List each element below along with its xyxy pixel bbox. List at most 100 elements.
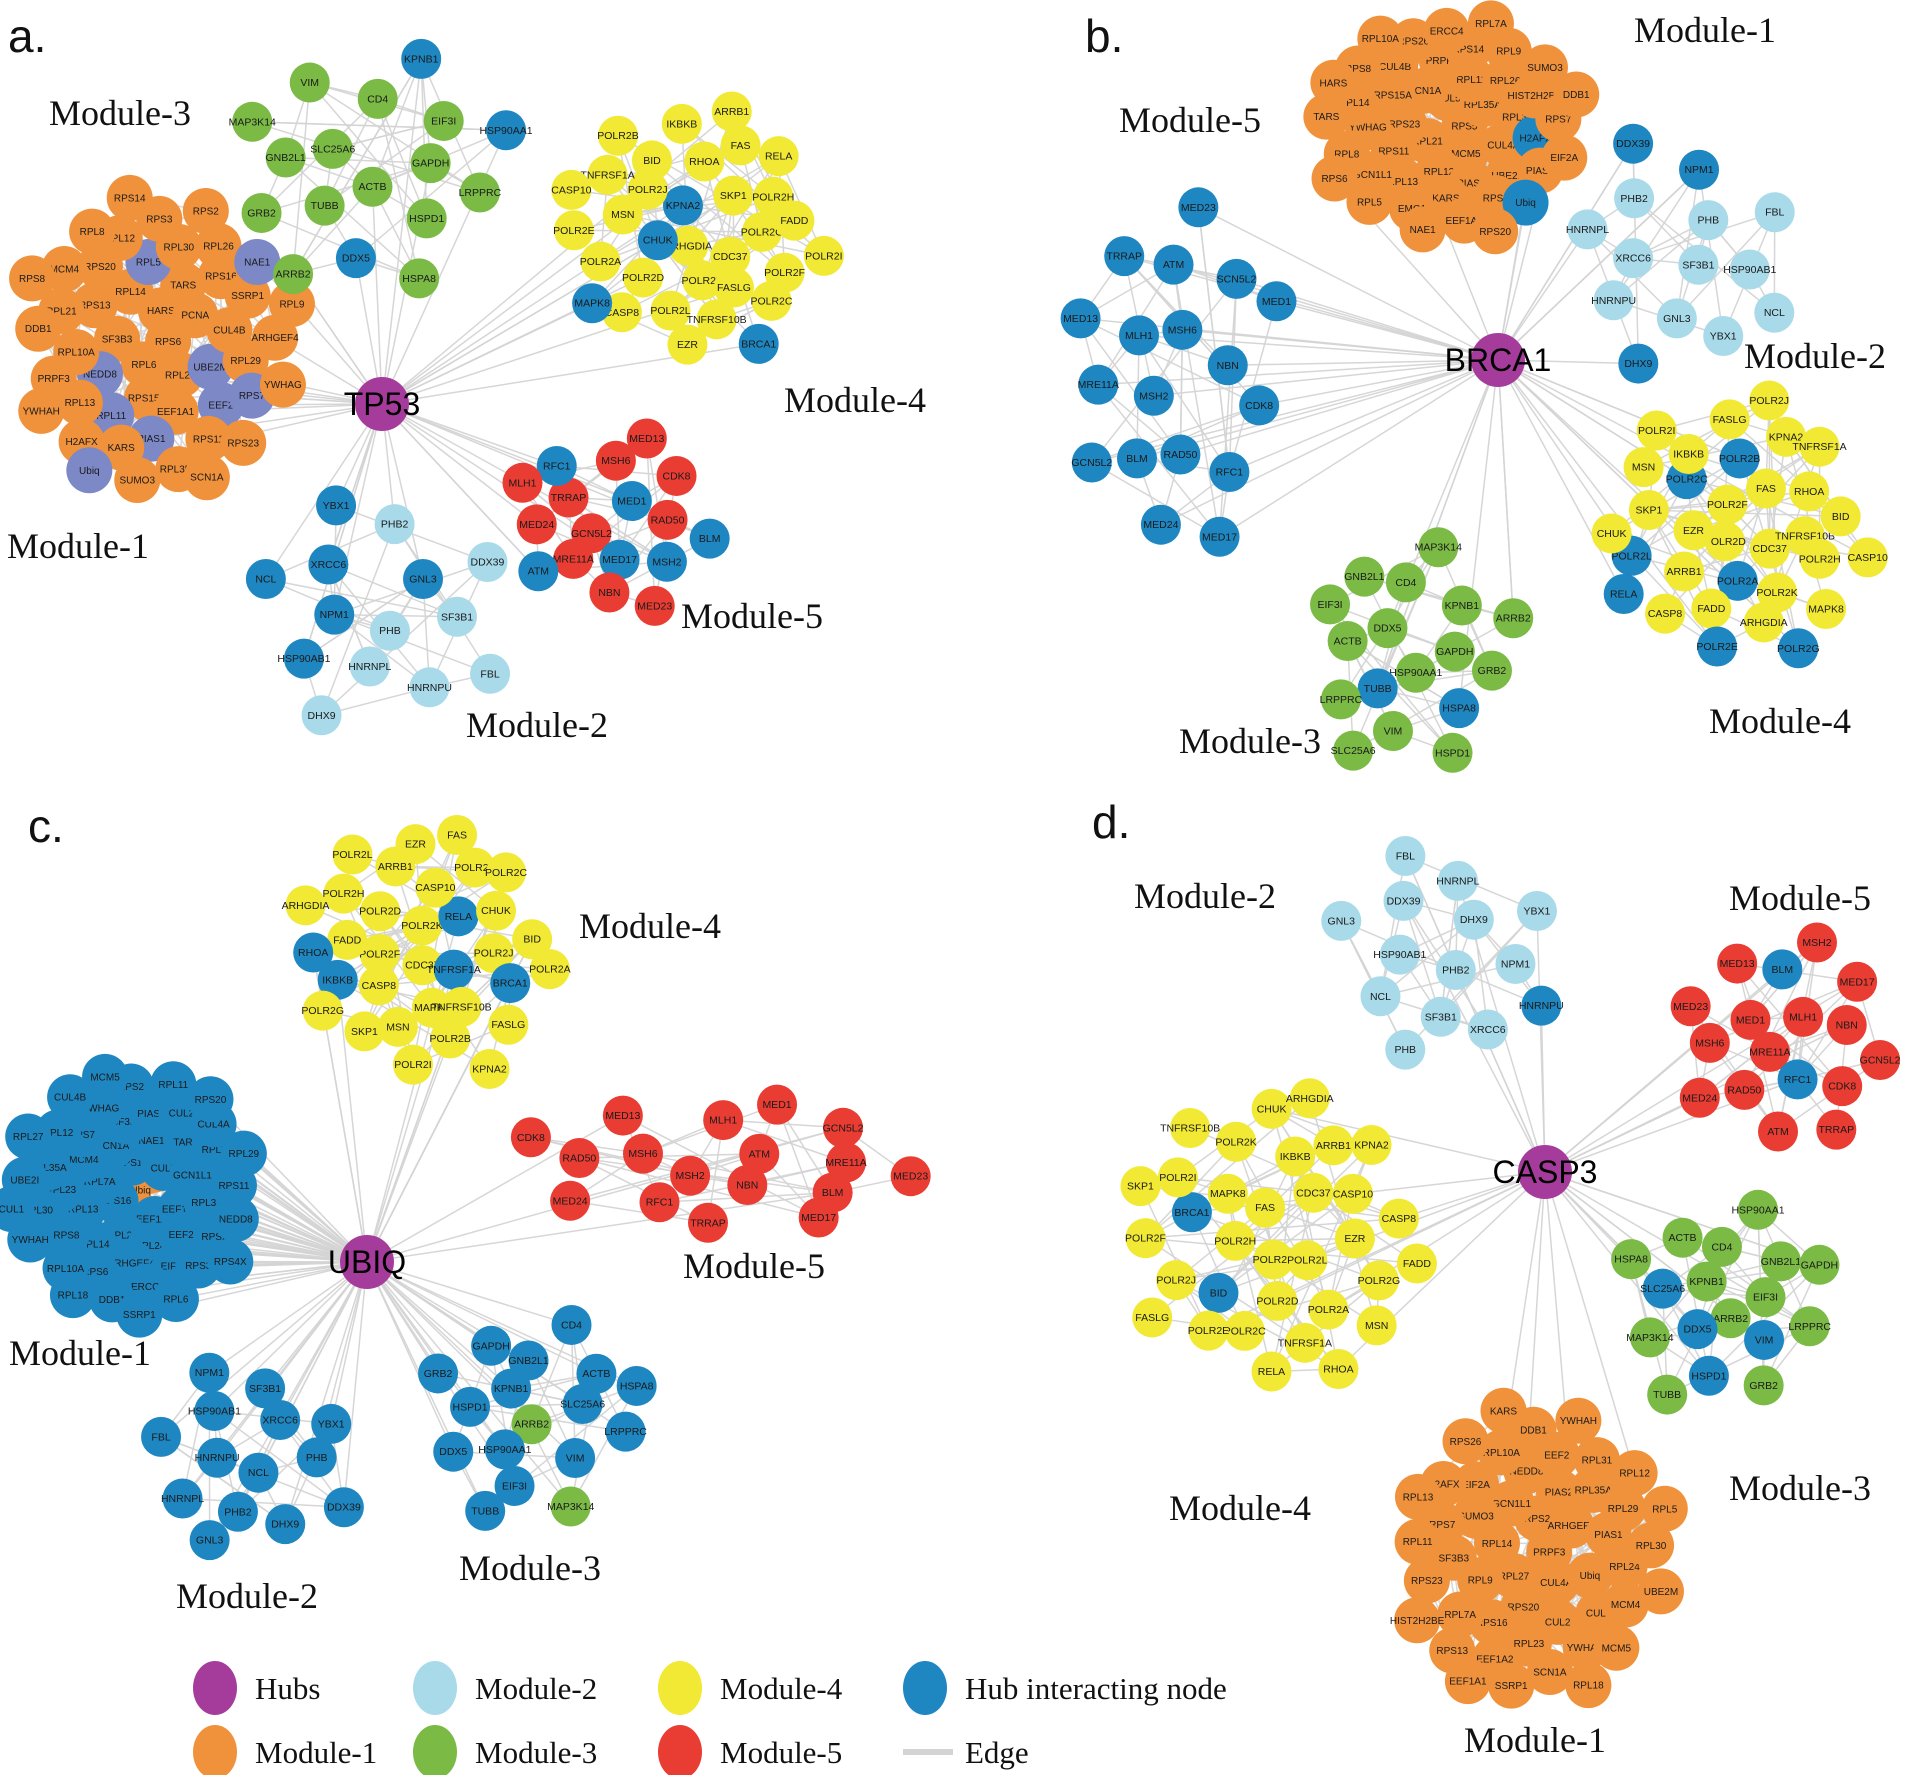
panel-letter: d. <box>1092 796 1130 848</box>
module-node <box>1156 1260 1197 1301</box>
module-node <box>751 280 792 321</box>
module-node <box>1724 1069 1765 1110</box>
module-node <box>1207 1173 1248 1214</box>
module-node <box>650 290 691 331</box>
legend-label: Module-1 <box>255 1735 377 1770</box>
hub-interacting-node <box>283 638 324 679</box>
module-node <box>1334 1218 1375 1259</box>
module-node <box>696 299 737 340</box>
module-node <box>1318 1349 1359 1390</box>
hub-label: CASP3 <box>1493 1154 1598 1190</box>
edge <box>1777 942 1818 1132</box>
module-node <box>260 1400 301 1441</box>
module-node <box>1754 292 1795 333</box>
hub-label: TP53 <box>344 386 420 422</box>
module-node <box>415 867 456 908</box>
hub-edge <box>381 58 422 405</box>
module-label: Module-5 <box>683 1246 825 1286</box>
module-node <box>273 254 314 295</box>
module-node <box>323 1487 364 1528</box>
hub-edge <box>1259 359 1499 407</box>
module-node <box>0 1186 35 1233</box>
edge <box>1613 219 1709 301</box>
module-node <box>1664 551 1705 592</box>
hub-interacting-node <box>1677 1309 1718 1350</box>
module-node <box>423 100 464 141</box>
hub-interacting-node <box>738 323 779 364</box>
hub-interacting-node <box>438 896 479 937</box>
module-node <box>1132 1297 1173 1338</box>
module-node <box>374 504 415 545</box>
module-node <box>49 1272 96 1319</box>
module-node <box>597 115 638 156</box>
edge <box>285 156 431 164</box>
module-node <box>1754 192 1795 233</box>
module-node <box>1837 961 1878 1002</box>
module-node <box>1060 298 1101 339</box>
module-node <box>1629 1317 1670 1358</box>
module-node <box>1133 375 1174 416</box>
module-node <box>1516 890 1557 931</box>
module-node <box>1668 433 1709 474</box>
module-node <box>234 238 281 285</box>
module-label: Module-1 <box>7 526 149 566</box>
hub-interacting-node <box>1642 1268 1683 1309</box>
hub-edge <box>381 110 733 405</box>
panel-d: PRPF3RPL27RPS2CUL4ARPL14ARHGEF4RPS20GCN1… <box>1092 796 1901 1760</box>
hub-interacting-node <box>490 963 531 1004</box>
module-node <box>69 208 116 255</box>
module-node <box>1432 732 1473 773</box>
hub-edge <box>1536 910 1546 1173</box>
module-node <box>1749 528 1790 569</box>
edge <box>1191 1211 1246 1332</box>
module-node <box>1691 588 1732 629</box>
module-node <box>1567 209 1608 250</box>
hub-edge <box>333 403 383 615</box>
module-node <box>311 1403 352 1444</box>
module-node <box>1275 1136 1316 1177</box>
edge <box>328 563 458 618</box>
module-node <box>395 824 436 865</box>
module-node <box>562 1384 603 1425</box>
edge <box>723 1119 844 1129</box>
hub-interacting-node <box>662 185 703 226</box>
edge <box>320 523 396 716</box>
edge <box>1091 278 1238 463</box>
module-node <box>1602 1581 1649 1628</box>
hub-edge <box>1198 206 1499 361</box>
module-node <box>639 1182 680 1223</box>
module-node <box>185 415 232 462</box>
module-node <box>1346 178 1393 225</box>
edge <box>1676 169 1700 319</box>
module-node <box>332 834 373 875</box>
edge <box>213 1410 345 1508</box>
hub-interacting-node <box>1521 985 1562 1026</box>
module-node <box>1526 1649 1573 1696</box>
legend-label: Hubs <box>255 1671 320 1706</box>
hub-interacting-node <box>403 559 444 600</box>
module-node <box>1351 1124 1392 1165</box>
hub-interacting-node <box>433 949 474 990</box>
module-label: Module-1 <box>1634 10 1776 50</box>
hub-edge <box>381 403 558 467</box>
module-node <box>433 1431 474 1472</box>
module-node <box>1239 385 1280 426</box>
hub-interacting-node <box>1357 668 1398 709</box>
module-node <box>1704 521 1745 562</box>
module-node <box>141 1416 182 1457</box>
module-node <box>441 986 482 1027</box>
hub-edge <box>1160 359 1499 526</box>
hub-edge <box>381 403 424 580</box>
module-node <box>323 873 364 914</box>
module-node <box>1378 1198 1419 1239</box>
module-node <box>1356 1305 1397 1346</box>
hub-interacting-node <box>646 541 687 582</box>
panel-letter: c. <box>28 800 64 852</box>
module-node <box>576 1353 617 1394</box>
hub-edge <box>1497 143 1634 361</box>
legend-swatch-module-5 <box>658 1725 702 1775</box>
hub-edge <box>243 1153 368 1263</box>
module-node <box>1119 315 1160 356</box>
hub-node <box>355 377 409 431</box>
edge <box>591 204 684 304</box>
